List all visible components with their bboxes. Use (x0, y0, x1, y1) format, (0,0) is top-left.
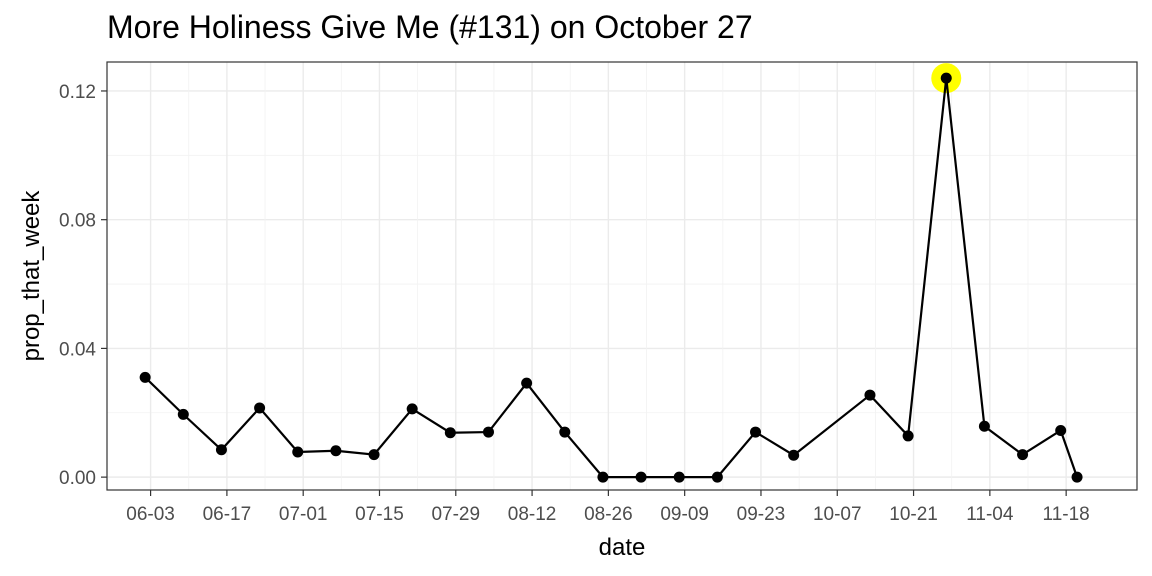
data-point (1071, 471, 1083, 483)
chart-title: More Holiness Give Me (#131) on October … (107, 9, 753, 45)
y-axis-title: prop_that_week (18, 190, 45, 362)
y-tick-label: 0.04 (59, 339, 96, 360)
data-point (482, 426, 494, 438)
y-tick-label: 0.00 (59, 468, 96, 489)
x-tick-label: 06-17 (203, 504, 252, 525)
x-tick-label: 06-03 (126, 504, 175, 525)
x-axis-title: date (599, 534, 646, 561)
data-point (215, 444, 227, 456)
data-point (254, 402, 266, 414)
data-point (368, 449, 380, 461)
x-tick-label: 09-09 (660, 504, 709, 525)
data-point (521, 377, 533, 389)
data-point (330, 445, 342, 457)
x-tick-label: 07-01 (279, 504, 328, 525)
data-point (711, 471, 723, 483)
data-point (139, 371, 151, 383)
data-point (978, 420, 990, 432)
x-tick-label: 10-21 (889, 504, 938, 525)
data-point (1055, 424, 1067, 436)
x-tick-label: 07-15 (355, 504, 404, 525)
y-tick-labels: 0.00 0.04 0.08 0.12 (59, 82, 96, 489)
x-tick-label: 11-18 (1043, 504, 1090, 525)
x-tick-label: 07-29 (431, 504, 480, 525)
data-point (750, 426, 762, 438)
axis-ticks (101, 90, 1067, 496)
data-point (597, 471, 609, 483)
data-point (673, 471, 685, 483)
data-point (864, 389, 876, 401)
x-tick-labels: 06-03 06-17 07-01 07-15 07-29 08-12 08-26 09-09… (126, 504, 1089, 525)
data-point (406, 403, 418, 415)
data-point (559, 426, 571, 438)
data-point (902, 430, 914, 442)
data-point (940, 72, 952, 84)
panel-border (106, 61, 1138, 491)
data-point (635, 471, 647, 483)
x-tick-label: 09-23 (737, 504, 786, 525)
series (139, 72, 1083, 483)
x-tick-label: 08-26 (584, 504, 633, 525)
x-tick-label: 10-07 (813, 504, 862, 525)
data-point (177, 408, 189, 420)
series-line (144, 77, 1079, 479)
grid (107, 62, 1137, 490)
y-tick-label: 0.12 (59, 82, 96, 103)
data-point (1017, 449, 1029, 461)
data-point (444, 427, 456, 439)
data-point (788, 449, 800, 461)
y-tick-label: 0.08 (59, 211, 96, 232)
data-point (292, 446, 304, 458)
x-tick-label: 08-12 (508, 504, 557, 525)
x-tick-label: 11-04 (966, 504, 1014, 525)
